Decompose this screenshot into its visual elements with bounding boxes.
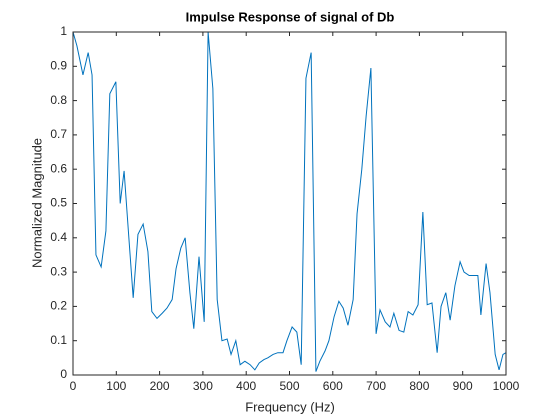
x-tick-label: 100	[106, 379, 126, 393]
y-tick-label: 0.4	[50, 230, 67, 244]
x-tick-label: 0	[70, 379, 77, 393]
plot-area	[73, 32, 506, 375]
y-tick-label: 0.9	[50, 58, 67, 72]
chart-title: Impulse Response of signal of Db	[186, 9, 395, 24]
x-tick-label: 400	[236, 379, 256, 393]
x-tick-label: 1000	[493, 379, 520, 393]
axes-box	[72, 31, 507, 376]
x-tick-label: 200	[150, 379, 170, 393]
x-tick-label: 500	[279, 379, 299, 393]
y-tick-label: 0.7	[50, 127, 67, 141]
x-axis-label: Frequency (Hz)	[245, 399, 335, 414]
y-tick-label: 0.6	[50, 161, 67, 175]
y-tick-label: 1	[60, 24, 67, 38]
y-tick-label: 0.3	[50, 264, 67, 278]
y-tick-label: 0.2	[50, 299, 67, 313]
x-tick-label: 800	[409, 379, 429, 393]
x-tick-label: 900	[453, 379, 473, 393]
data-line	[72, 31, 507, 372]
y-tick-label: 0	[60, 367, 67, 381]
y-tick-label: 0.1	[50, 333, 67, 347]
x-tick-label: 700	[366, 379, 386, 393]
x-tick-label: 300	[193, 379, 213, 393]
x-tick-label: 600	[323, 379, 343, 393]
y-tick-label: 0.5	[50, 196, 67, 210]
y-axis-label: Normalized Magnitude	[29, 138, 44, 268]
y-tick-label: 0.8	[50, 93, 67, 107]
